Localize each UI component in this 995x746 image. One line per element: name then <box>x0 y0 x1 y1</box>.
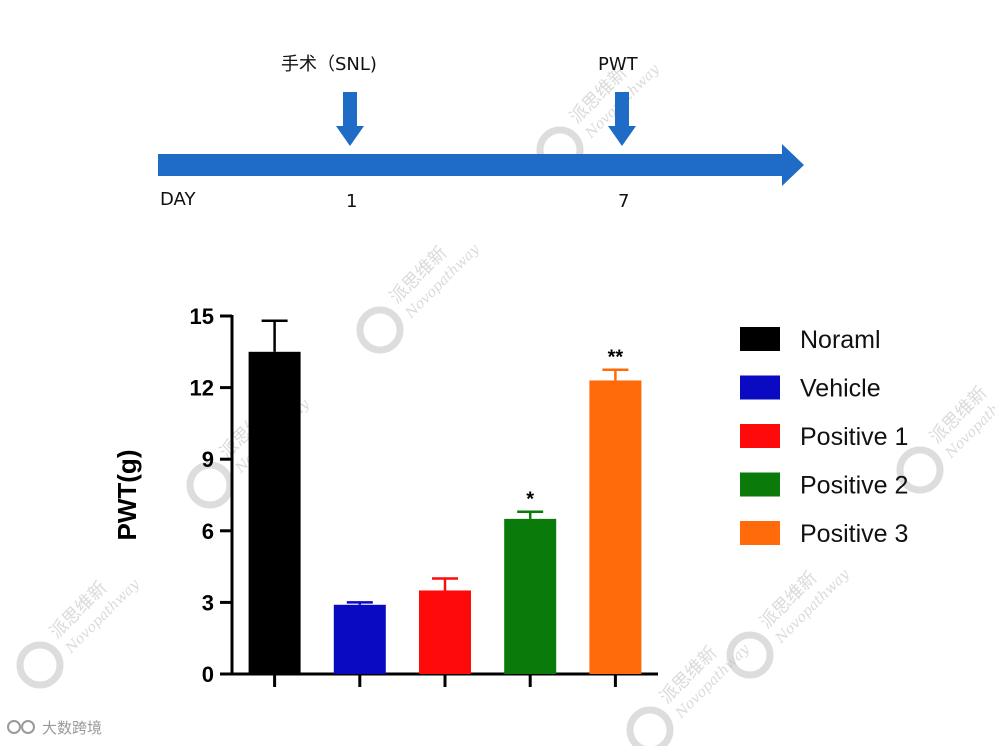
legend-swatch <box>740 424 780 448</box>
surgery-down-arrow-icon <box>336 92 364 146</box>
pwt-down-arrow-icon <box>608 92 636 146</box>
significance-marker: ** <box>608 347 624 369</box>
legend-label: Positive 3 <box>800 520 908 548</box>
timeline-arrow-head <box>782 144 804 186</box>
day-1-label: 1 <box>346 191 357 212</box>
legend-label: Vehicle <box>800 375 881 403</box>
bar <box>248 351 301 674</box>
y-tick-label: 3 <box>202 590 214 615</box>
watermark-logo-icon <box>626 706 674 746</box>
y-tick-label: 15 <box>190 304 214 329</box>
legend-swatch <box>740 375 780 400</box>
watermark-logo-icon <box>16 641 64 689</box>
bars: *** <box>248 319 642 674</box>
bar <box>504 518 557 674</box>
pwt-label: PWT <box>598 54 639 75</box>
watermark-logo-icon <box>186 461 234 509</box>
watermark-logo-icon <box>896 446 944 494</box>
y-axis: 0 3 6 9 12 15 <box>190 304 234 687</box>
y-tick-label: 0 <box>202 662 214 687</box>
legend-swatch <box>740 327 780 351</box>
y-tick-label: 12 <box>190 376 214 401</box>
y-tick-label: 6 <box>202 519 214 544</box>
legend-label: Positive 2 <box>800 472 908 500</box>
y-axis-title: PWT(g) <box>112 450 142 541</box>
watermark-logo-icon <box>356 306 404 354</box>
surgery-label: 手术（SNL) <box>281 54 377 75</box>
day-7-label: 7 <box>618 191 629 212</box>
y-tick-label: 9 <box>202 447 214 472</box>
timeline-arrow-shaft <box>158 154 784 176</box>
corner-logo-icon <box>7 720 35 734</box>
corner-watermark-text: 大数跨境 <box>42 719 102 737</box>
significance-marker: * <box>526 489 534 511</box>
watermark-logo-icon <box>726 631 774 679</box>
legend-swatch <box>740 472 780 497</box>
bar <box>333 604 386 674</box>
legend-label: Positive 1 <box>800 423 908 451</box>
x-axis <box>231 672 658 687</box>
day-label: DAY <box>160 189 196 210</box>
timeline: 手术（SNL) PWT DAY 1 7 <box>158 54 804 212</box>
legend: Noraml Vehicle Positive 1 Positive 2 Positiv… <box>740 326 908 548</box>
legend-swatch <box>740 521 780 545</box>
legend-label: Noraml <box>800 326 881 354</box>
bar <box>589 380 642 674</box>
bar <box>419 590 471 674</box>
